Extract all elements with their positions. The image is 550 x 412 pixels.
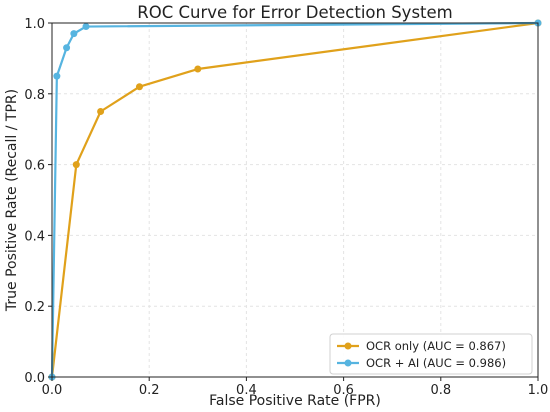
- legend-box: [329, 333, 533, 375]
- grid: [51, 22, 539, 378]
- y-axis-label: True Positive Rate (Recall / TPR): [4, 89, 20, 312]
- data-point: [194, 65, 202, 73]
- series-1: [48, 19, 542, 381]
- data-point: [72, 161, 80, 169]
- data-point: [63, 44, 71, 52]
- x-tick-label: 0.0: [42, 383, 63, 398]
- x-tick-label: 0.4: [236, 383, 257, 398]
- series-layer: [48, 19, 542, 381]
- y-tick-label: 0.2: [24, 300, 45, 315]
- legend: OCR only (AUC = 0.867) OCR + AI (AUC = 0.…: [329, 333, 533, 375]
- x-axis-label: False Positive Rate (FPR): [209, 393, 381, 409]
- x-axis-ticks: 0.0 0.2 0.4 0.6 0.8 1.0: [42, 377, 549, 398]
- chart-title: ROC Curve for Error Detection System: [137, 3, 452, 22]
- data-point: [82, 23, 90, 31]
- data-point: [135, 83, 143, 91]
- series-line: [50, 21, 539, 378]
- y-tick-label: 0.6: [24, 159, 45, 174]
- legend-swatch-marker: [344, 342, 352, 350]
- legend-label: OCR + AI (AUC = 0.986): [366, 356, 506, 370]
- legend-swatch-marker: [344, 359, 352, 367]
- y-axis-ticks: 0.0 0.2 0.4 0.6 0.8 1.0: [24, 17, 52, 386]
- y-tick-label: 1.0: [24, 17, 45, 32]
- x-tick-label: 0.2: [139, 383, 160, 398]
- data-point: [53, 72, 61, 80]
- y-tick-label: 0.4: [24, 229, 45, 244]
- data-point: [97, 108, 105, 115]
- plot-frame: [51, 22, 539, 378]
- y-tick-label: 0.8: [24, 88, 45, 103]
- x-tick-label: 0.8: [430, 383, 451, 398]
- series-2: [48, 19, 542, 381]
- y-tick-label: 0.0: [24, 371, 45, 386]
- x-tick-label: 0.6: [333, 383, 354, 398]
- series-line: [50, 21, 539, 378]
- data-point: [70, 30, 78, 38]
- legend-label: OCR only (AUC = 0.867): [366, 339, 506, 353]
- x-tick-label: 1.0: [528, 383, 549, 398]
